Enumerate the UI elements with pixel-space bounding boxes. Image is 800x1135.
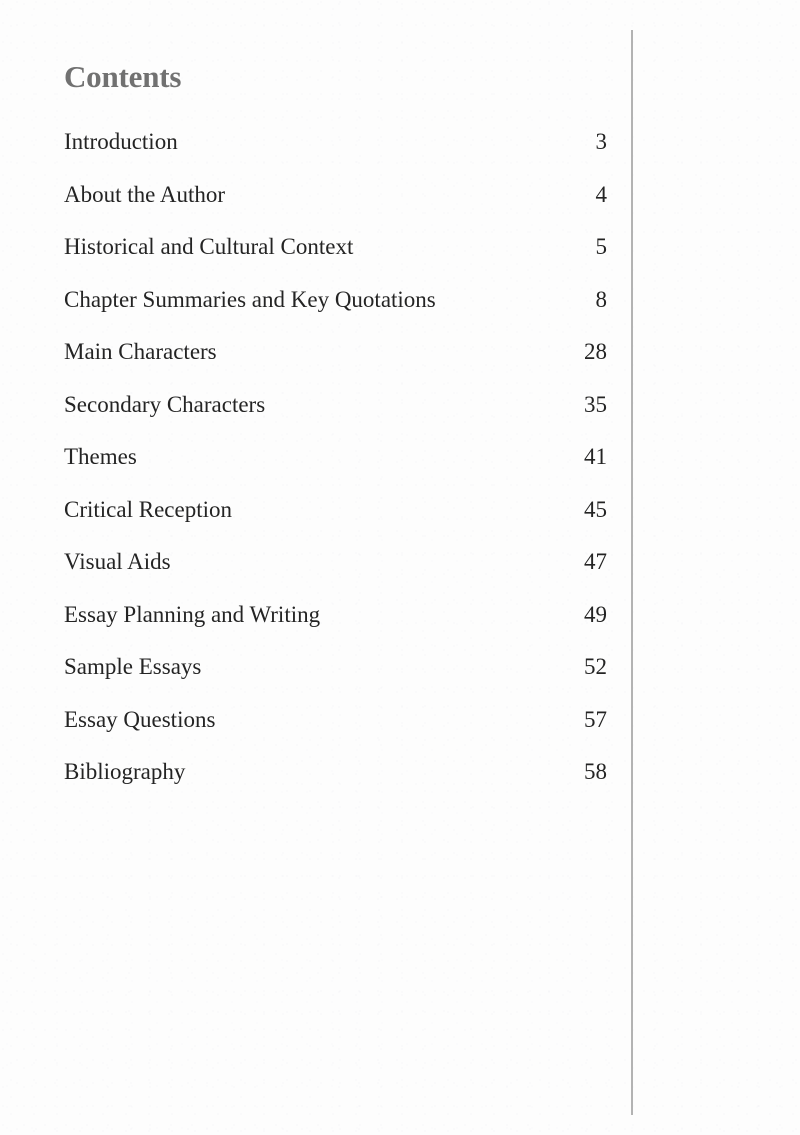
toc-entry-label: Visual Aids	[64, 549, 171, 574]
toc-entry-label: Essay Planning and Writing	[64, 601, 321, 627]
toc-entry-label: Chapter Summaries and Key Quotations	[64, 286, 436, 312]
toc-entry[interactable]: Secondary Characters 35	[64, 379, 607, 432]
toc-entry-page-number: 35	[584, 391, 607, 417]
toc-entry-page-number: 4	[595, 181, 608, 207]
toc-entry-page-number: 28	[584, 339, 607, 364]
toc-entry[interactable]: Sample Essays 52	[64, 641, 607, 694]
toc-entry-label: Critical Reception	[64, 496, 232, 522]
toc-entry-page-number: 47	[584, 549, 607, 574]
toc-entry-page-number: 57	[584, 706, 607, 732]
toc-entry-label: Secondary Characters	[64, 391, 266, 417]
toc-entry-label: About the Author	[64, 181, 225, 207]
toc-entry[interactable]: Chapter Summaries and Key Quotations 8	[64, 274, 607, 327]
toc-entry-page-number: 8	[595, 286, 608, 312]
toc-entry-page-number: 5	[595, 234, 608, 259]
toc-entry-label: Historical and Cultural Context	[64, 234, 354, 259]
toc-entry-label: Main Characters	[64, 339, 217, 364]
toc-entry-page-number: 49	[584, 601, 607, 627]
toc-entry-label: Introduction	[64, 129, 178, 154]
toc-entry[interactable]: Themes 41	[64, 431, 607, 484]
toc-entry-page-number: 45	[584, 496, 607, 522]
margin-rule-divider	[631, 30, 633, 1115]
toc-entry-page-number: 58	[584, 759, 607, 784]
toc-entry[interactable]: About the Author 4	[64, 169, 607, 222]
toc-entry-page-number: 41	[584, 444, 607, 469]
toc-entry-label: Sample Essays	[64, 654, 202, 679]
toc-entry-label: Bibliography	[64, 759, 186, 784]
toc-entry[interactable]: Main Characters 28	[64, 326, 607, 379]
page-title: Contents	[64, 59, 182, 94]
toc-entry[interactable]: Critical Reception 45	[64, 484, 607, 537]
toc-entry-label: Essay Questions	[64, 706, 216, 732]
toc-entry-page-number: 3	[595, 129, 608, 154]
toc-entry-list: Introduction 3 About the Author 4 Histor…	[64, 116, 607, 799]
toc-entry[interactable]: Essay Planning and Writing 49	[64, 589, 607, 642]
toc-entry[interactable]: Essay Questions 57	[64, 694, 607, 747]
toc-entry[interactable]: Historical and Cultural Context 5	[64, 221, 607, 274]
toc-entry[interactable]: Bibliography 58	[64, 746, 607, 799]
toc-entry[interactable]: Visual Aids 47	[64, 536, 607, 589]
toc-entry-label: Themes	[64, 444, 137, 469]
toc-entry[interactable]: Introduction 3	[64, 116, 607, 169]
toc-entry-page-number: 52	[584, 654, 607, 679]
table-of-contents: Contents Introduction 3 About the Author…	[64, 0, 607, 799]
